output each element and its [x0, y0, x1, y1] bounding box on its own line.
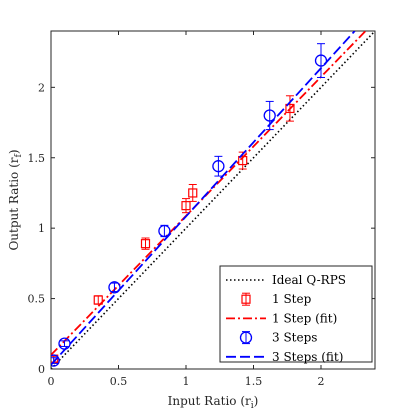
y-axis-label: Output Ratio (rf): [7, 149, 24, 250]
y-tick-label: 1: [38, 222, 45, 235]
data-point-1-step: [188, 188, 198, 198]
y-tick-label: 0: [38, 363, 45, 376]
legend-marker-3-steps: [239, 331, 253, 344]
x-tick-label: 0: [48, 375, 55, 388]
legend-label-ideal-q-rps: Ideal Q-RPS: [272, 273, 346, 287]
x-tick-label: 1.5: [245, 375, 263, 388]
data-point-3-steps: [108, 281, 121, 294]
legend-marker-1-step: [241, 294, 251, 304]
series-line-3-steps-fit: [51, 31, 356, 366]
y-tick-label: 1.5: [28, 152, 46, 165]
data-point-1-step: [181, 201, 191, 211]
legend-label-1-step: 1 Step: [272, 292, 312, 306]
data-point-3-steps: [314, 54, 328, 67]
data-point-3-steps: [263, 109, 276, 122]
legend-box: [219, 265, 373, 363]
legend-rows: Ideal Q-RPS 1 Step 1 Step (fit) 3 Steps 3 St…: [226, 273, 346, 364]
legend-label-1-step-fit: 1 Step (fit): [272, 311, 337, 325]
ticks-layer: 0 0.5 1 1.5 2 0 0.5 1 1.5 2: [28, 31, 375, 388]
data-point-1-step: [285, 103, 295, 114]
x-tick-label: 2: [318, 375, 325, 388]
data-point-3-steps: [51, 354, 60, 367]
data-point-1-step: [93, 295, 103, 305]
y-tick-label: 0.5: [28, 293, 46, 306]
data-point-1-step: [140, 239, 151, 249]
legend: Ideal Q-RPS 1 Step 1 Step (fit) 3 Steps 3 St…: [219, 265, 373, 364]
x-tick-label: 0.5: [110, 375, 128, 388]
y-axis-label-sub: f: [14, 154, 24, 158]
x-tick-label: 1: [183, 375, 190, 388]
x-axis-label-sub: i: [251, 401, 254, 411]
legend-label-3-steps: 3 Steps: [272, 331, 317, 345]
data-point-3-steps: [158, 224, 171, 238]
legend-label-3-steps-fit: 3 Steps (fit): [272, 350, 343, 364]
x-axis-label: Input Ratio (ri): [168, 394, 259, 411]
series-layer: [51, 31, 375, 369]
data-point-3-steps: [212, 160, 225, 173]
y-tick-label: 2: [38, 81, 45, 94]
